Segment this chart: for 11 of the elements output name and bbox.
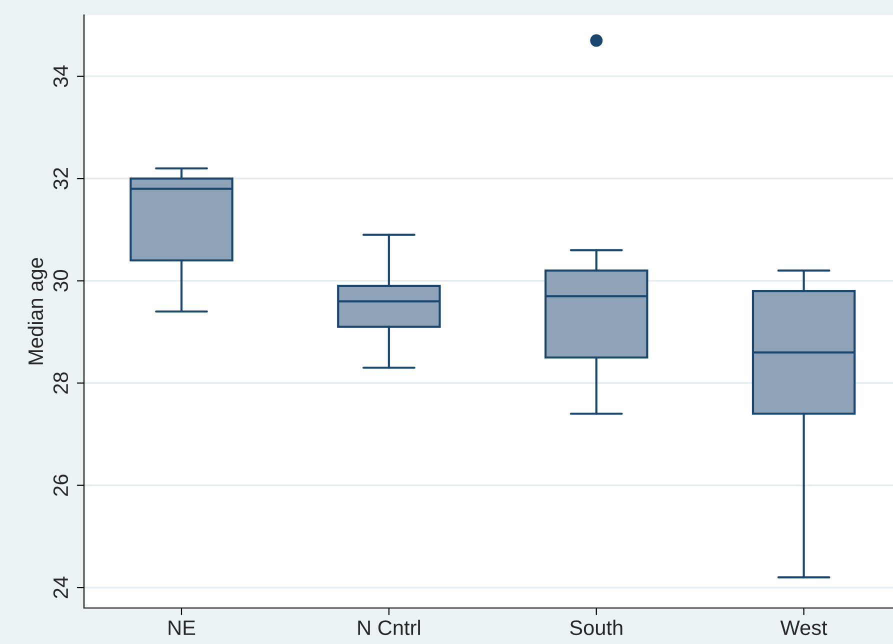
y-tick-label: 28 (53, 372, 68, 394)
y-tick-label: 32 (53, 168, 68, 190)
y-axis-title: Median age (28, 258, 48, 364)
y-tick-label: 30 (53, 270, 68, 292)
y-tick-label: 34 (53, 65, 68, 88)
x-tick-label: NE (168, 620, 196, 635)
x-tick-label: West (780, 620, 828, 636)
x-tick-label: N Cntrl (358, 620, 420, 636)
y-tick-label: 24 (53, 576, 68, 598)
y-tick-label: 26 (53, 474, 68, 496)
x-tick-label: South (570, 620, 622, 636)
